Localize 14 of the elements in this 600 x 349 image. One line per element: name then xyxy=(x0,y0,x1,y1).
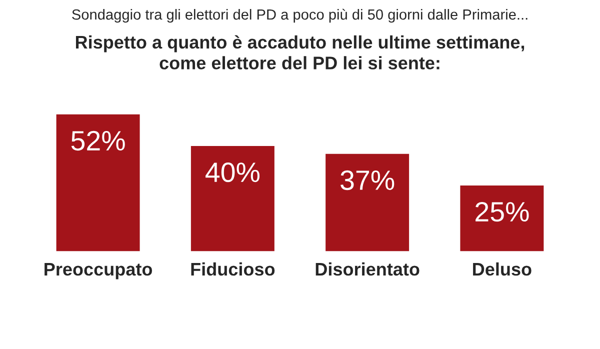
x-tick-label: Fiducioso xyxy=(191,262,275,276)
data-label: 25% xyxy=(476,202,529,222)
bar xyxy=(326,154,410,252)
data-label: 40% xyxy=(206,162,260,182)
bar xyxy=(56,114,140,252)
x-tick-label: Disorientato xyxy=(316,262,420,276)
x-tick-label: Preoccupato xyxy=(44,263,152,280)
chart-subtitle: Rispetto a quanto è accaduto nelle ultime settimane, come elettore del PD lei si sente: xyxy=(76,35,524,70)
data-label: 37% xyxy=(340,170,394,190)
bar xyxy=(460,185,544,252)
chart-title: Sondaggio tra gli elettori del PD a poco più di 50 giorni dalle Primarie... xyxy=(72,8,528,23)
data-label: 52% xyxy=(71,130,125,151)
bar xyxy=(190,146,274,252)
x-tick-label: Deluso xyxy=(473,262,532,276)
